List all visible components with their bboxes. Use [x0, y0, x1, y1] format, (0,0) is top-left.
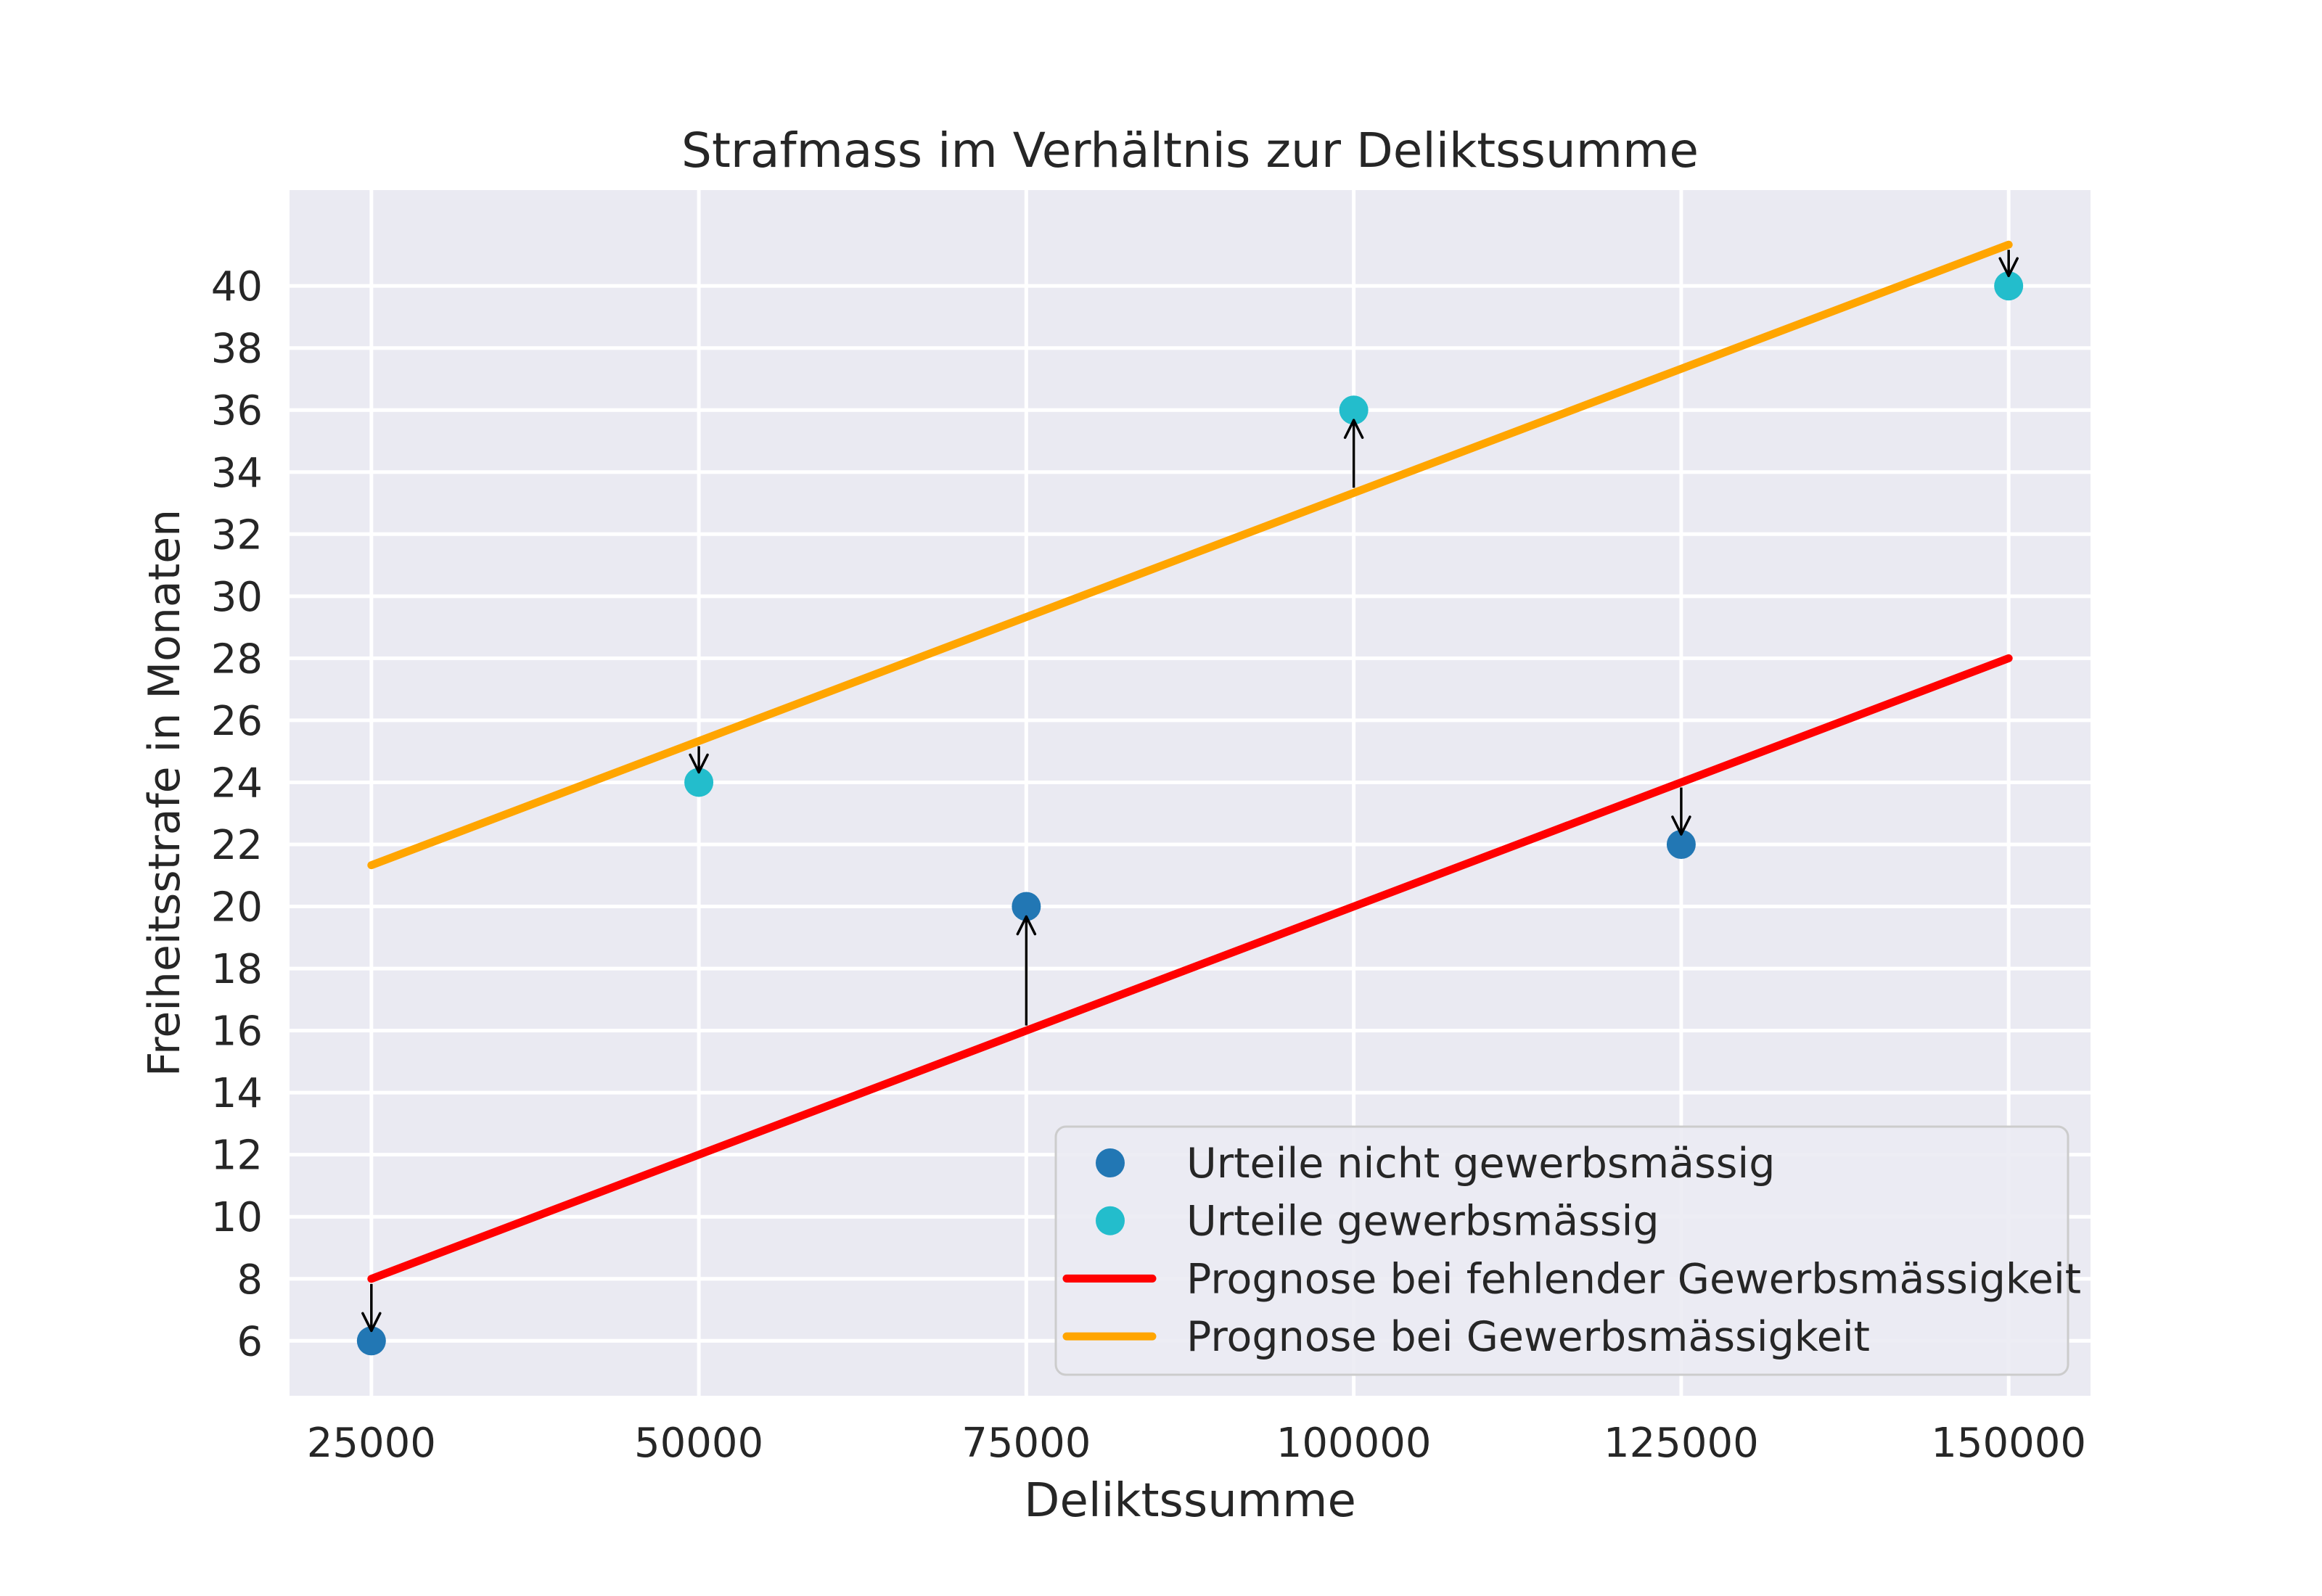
y-tick-label: 6 — [237, 1318, 263, 1365]
y-tick-label: 12 — [211, 1132, 263, 1180]
y-tick-label: 20 — [211, 884, 263, 931]
x-axis-label: Deliktssumme — [1024, 1474, 1356, 1528]
y-tick-label: 40 — [211, 263, 263, 310]
x-tick-label: 25000 — [307, 1420, 436, 1467]
scatter-point — [1994, 271, 2024, 301]
residual-arrow-head — [1671, 815, 1683, 836]
y-tick-label: 24 — [211, 760, 263, 807]
regression-line — [367, 654, 2013, 1283]
y-tick-label: 28 — [211, 635, 263, 683]
x-tick-label: 100000 — [1276, 1420, 1432, 1467]
legend-marker — [1096, 1148, 1125, 1177]
residual-arrow-head — [689, 753, 700, 774]
y-tick-label: 26 — [211, 698, 263, 745]
y-axis-label: Freiheitsstrafe in Monaten — [139, 509, 190, 1077]
legend-marker — [1096, 1206, 1125, 1235]
chart-title: Strafmass im Verhältnis zur Deliktssumme — [681, 123, 1699, 178]
y-tick-label: 34 — [211, 450, 263, 497]
residual-arrow-head — [1025, 915, 1037, 936]
y-tick-label: 14 — [211, 1070, 263, 1117]
residual-arrow-head — [697, 753, 709, 774]
y-tick-label: 32 — [211, 511, 263, 559]
legend-label: Prognose bei Gewerbsmässigkeit — [1186, 1313, 1870, 1361]
residual-arrow-head — [2007, 257, 2019, 277]
residual-arrow-head — [370, 1312, 382, 1333]
y-tick-label: 36 — [211, 387, 263, 435]
y-tick-label: 8 — [237, 1256, 263, 1304]
x-tick-label: 150000 — [1931, 1420, 2086, 1467]
x-tick-label: 125000 — [1604, 1420, 1759, 1467]
legend-label: Urteile gewerbsmässig — [1186, 1198, 1660, 1246]
scatter-point — [356, 1326, 386, 1356]
legend-label: Urteile nicht gewerbsmässig — [1186, 1140, 1775, 1188]
scatter-point — [1012, 892, 1041, 921]
residual-arrow-head — [1352, 419, 1364, 439]
residual-arrow-head — [1680, 815, 1691, 836]
y-tick-label: 18 — [211, 946, 263, 993]
x-tick-label: 75000 — [961, 1420, 1091, 1467]
y-tick-label: 38 — [211, 326, 263, 373]
legend-box — [1054, 1125, 2069, 1376]
legend-label: Prognose bei fehlender Gewerbsmässigkeit — [1186, 1255, 2081, 1303]
scatter-point — [1666, 829, 1696, 859]
residual-arrow-head — [361, 1312, 373, 1333]
regression-line — [367, 240, 2013, 870]
y-tick-label: 22 — [211, 822, 263, 869]
scatter-point — [1339, 395, 1369, 425]
x-tick-label: 50000 — [634, 1420, 763, 1467]
residual-arrow-head — [1998, 257, 2010, 277]
y-tick-label: 16 — [211, 1008, 263, 1056]
residual-arrow-head — [1016, 915, 1028, 936]
y-tick-label: 30 — [211, 574, 263, 621]
y-tick-label: 10 — [211, 1194, 263, 1241]
residual-arrow-head — [1343, 419, 1355, 439]
scatter-point — [684, 768, 714, 797]
